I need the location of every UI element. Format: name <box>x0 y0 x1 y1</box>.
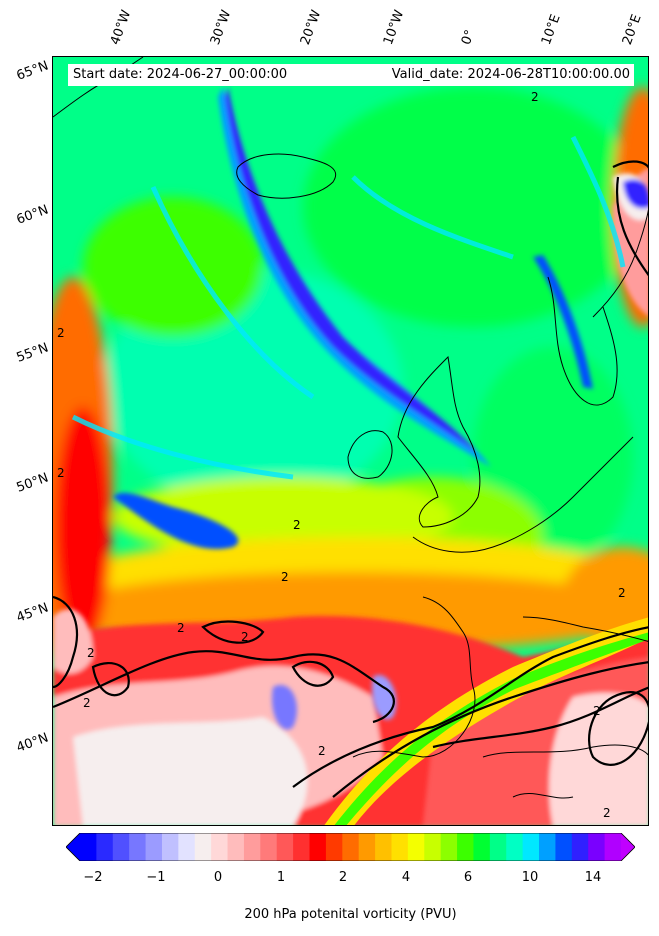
colorbar-swatch <box>489 833 507 861</box>
valid-date-text: Valid_date: 2024-06-28T10:00:00.00 <box>391 67 630 82</box>
colorbar-over-arrow <box>621 833 635 861</box>
lon-label-10w: 10°W <box>380 8 408 47</box>
colorbar-swatch <box>407 833 425 861</box>
pv-map: 2 2 2 2 2 2 2 2 2 2 2 2 2 <box>52 56 649 826</box>
lon-label-20w: 20°W <box>297 8 325 47</box>
colorbar-swatch <box>473 833 491 861</box>
contour-label: 2 <box>531 90 539 104</box>
lon-label-20e: 20°E <box>619 12 645 48</box>
lat-label-65n: 65°N <box>14 58 51 84</box>
pv2-contour <box>588 691 648 766</box>
contour-label: 2 <box>281 570 289 584</box>
colorbar-tick: 0 <box>213 870 223 885</box>
lat-label-40n: 40°N <box>14 730 51 756</box>
pv2-contour <box>53 595 78 689</box>
colorbar-swatch <box>80 833 97 861</box>
colorbar-tick: 14 <box>584 870 602 885</box>
colorbar-swatch <box>293 833 311 861</box>
lon-label-0: 0° <box>458 27 479 47</box>
colorbar-swatch <box>539 833 557 861</box>
colorbar-swatch <box>522 833 540 861</box>
lat-label-45n: 45°N <box>14 600 51 626</box>
contour-label: 2 <box>318 744 326 758</box>
colorbar-tick: 1 <box>276 870 286 885</box>
pv-field-svg: 2 2 2 2 2 2 2 2 2 2 2 2 2 <box>53 57 648 825</box>
coastlines <box>53 57 648 799</box>
colorbar-swatch <box>358 833 376 861</box>
colorbar-swatch <box>555 833 573 861</box>
colorbar-swatch <box>571 833 589 861</box>
pv-high-region <box>53 168 648 825</box>
date-info-strip: Start date: 2024-06-27_00:00:00 Valid_da… <box>68 64 634 86</box>
colorbar-swatch <box>276 833 294 861</box>
colorbar-swatch <box>112 833 130 861</box>
colorbar-swatch <box>588 833 606 861</box>
lon-label-10e: 10°E <box>538 12 564 48</box>
colorbar-swatch <box>211 833 229 861</box>
lat-label-55n: 55°N <box>14 340 51 366</box>
lon-label-30w: 30°W <box>207 8 235 47</box>
pv2-contour <box>291 660 335 687</box>
contour-label: 2 <box>177 621 185 635</box>
colorbar-swatch <box>129 833 147 861</box>
contour-label: 2 <box>57 326 65 340</box>
lon-label-40w: 40°W <box>107 8 135 47</box>
colorbar-swatch <box>375 833 393 861</box>
colorbar-tick: 6 <box>463 870 473 885</box>
colorbar-tick: 10 <box>521 870 539 885</box>
pv2-contour <box>332 661 648 798</box>
colorbar-tick: 2 <box>338 870 348 885</box>
colorbar-label: 200 hPa potenital vorticity (PVU) <box>244 907 457 922</box>
colorbar-swatch <box>309 833 327 861</box>
colorbar-tick: 4 <box>401 870 411 885</box>
colorbar-tick: −1 <box>146 870 166 885</box>
ireland-outline <box>347 430 393 479</box>
colorbar-swatch <box>260 833 278 861</box>
lat-label-50n: 50°N <box>14 470 51 496</box>
pv2-contour <box>292 626 648 788</box>
colorbar-swatch <box>243 833 261 861</box>
lat-label-60n: 60°N <box>14 202 51 228</box>
colorbar-swatch <box>604 833 622 861</box>
colorbar-swatch <box>506 833 524 861</box>
contour-label: 2 <box>593 704 601 718</box>
contour-label: 2 <box>241 630 249 644</box>
colorbar-swatch <box>342 833 360 861</box>
great-britain-outline <box>397 355 481 528</box>
pv2-contour-labels: 2 2 2 2 2 2 2 2 2 2 2 2 2 <box>57 90 626 820</box>
contour-label: 2 <box>293 518 301 532</box>
contour-label: 2 <box>87 646 95 660</box>
pv2-contour <box>201 620 265 644</box>
start-date-text: Start date: 2024-06-27_00:00:00 <box>73 67 288 82</box>
colorbar-swatch <box>424 833 442 861</box>
colorbar-swatch <box>325 833 343 861</box>
pv2-contour <box>91 662 130 697</box>
pv2-contour <box>432 686 648 749</box>
contour-label: 2 <box>618 586 626 600</box>
colorbar-swatch <box>96 833 114 861</box>
pv2-contours <box>53 160 648 798</box>
contour-label: 2 <box>83 696 91 710</box>
colorbar <box>66 833 635 861</box>
pv-low-tongue <box>113 87 648 730</box>
colorbar-swatch <box>440 833 458 861</box>
colorbar-swatch <box>194 833 212 861</box>
colorbar-under-arrow <box>66 833 80 861</box>
contour-label: 2 <box>57 466 65 480</box>
pv2-contour <box>612 160 648 277</box>
iceland-outline <box>236 153 336 199</box>
pv-jet-band <box>324 617 648 825</box>
colorbar-swatch <box>145 833 163 861</box>
colorbar-swatch <box>161 833 179 861</box>
colorbar-swatch <box>178 833 196 861</box>
colorbar-swatch <box>391 833 409 861</box>
pv2-contour <box>53 650 395 724</box>
pv-streaks <box>71 135 626 480</box>
contour-label: 2 <box>603 806 611 820</box>
colorbar-tick: −2 <box>83 870 103 885</box>
colorbar-swatch <box>227 833 245 861</box>
colorbar-swatch <box>457 833 475 861</box>
